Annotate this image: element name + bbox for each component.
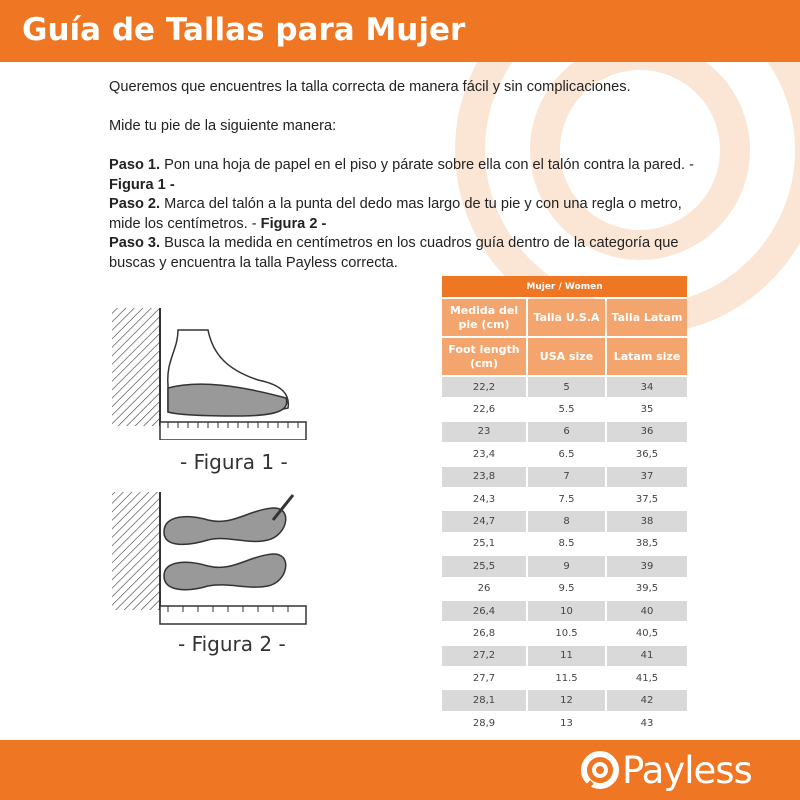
foot-length-cell: 25,5 — [442, 556, 526, 577]
usa-size-cell: 13 — [528, 712, 605, 734]
foot-length-cell: 28,1 — [442, 690, 526, 711]
footer-bar — [0, 740, 800, 800]
latam-size-cell: 36,5 — [607, 444, 687, 465]
usa-size-cell: 8 — [528, 511, 605, 532]
brand-name: Payless — [622, 748, 753, 792]
figure-2-footprint-illustration — [112, 492, 307, 625]
latam-size-cell: 36 — [607, 421, 687, 443]
table-row: 28,1 12 42 — [442, 690, 687, 711]
payless-logo: Payless — [578, 748, 753, 792]
usa-size-cell: 12 — [528, 690, 605, 711]
latam-size-cell: 34 — [607, 377, 687, 398]
foot-length-cell: 27,2 — [442, 645, 526, 667]
page-title: Guía de Tallas para Mujer — [22, 12, 466, 48]
foot-length-cell: 22,6 — [442, 399, 526, 420]
table-title: Mujer / Women — [442, 276, 687, 297]
header-latam-es: Talla Latam — [607, 299, 687, 336]
foot-length-cell: 22,2 — [442, 377, 526, 398]
foot-length-cell: 24,7 — [442, 511, 526, 532]
foot-length-cell: 26,4 — [442, 600, 526, 622]
latam-size-cell: 42 — [607, 690, 687, 711]
table-row: 23,4 6.5 36,5 — [442, 444, 687, 465]
intro-text: Queremos que encuentres la talla correct… — [109, 79, 631, 95]
payless-logo-icon — [581, 751, 619, 792]
step-2: Paso 2. Marca del talón a la punta del d… — [109, 196, 682, 232]
usa-size-cell: 6.5 — [528, 444, 605, 465]
usa-size-cell: 7 — [528, 466, 605, 487]
table-row: 23,8 7 37 — [442, 466, 687, 487]
table-row: 22,6 5.5 35 — [442, 399, 687, 420]
usa-size-cell: 11 — [528, 645, 605, 667]
latam-size-cell: 40,5 — [607, 623, 687, 644]
foot-length-cell: 26 — [442, 578, 526, 599]
table-row: 28,9 13 43 — [442, 712, 687, 734]
usa-size-cell: 9.5 — [528, 578, 605, 599]
usa-size-cell: 11.5 — [528, 668, 605, 689]
latam-size-cell: 38 — [607, 511, 687, 532]
header-usa-es: Talla U.S.A — [528, 299, 605, 336]
usa-size-cell: 5.5 — [528, 399, 605, 420]
figure-1-caption: - Figura 1 - — [180, 450, 288, 474]
foot-length-cell: 23,8 — [442, 466, 526, 487]
step-3: Paso 3. Busca la medida en centímetros e… — [109, 235, 679, 271]
figure-1-foot-illustration — [112, 308, 307, 440]
instructions: Queremos que encuentres la talla correct… — [109, 78, 709, 273]
latam-size-cell: 38,5 — [607, 533, 687, 555]
usa-size-cell: 9 — [528, 556, 605, 577]
foot-length-cell: 23 — [442, 421, 526, 443]
table-row: 24,7 8 38 — [442, 511, 687, 532]
header-foot-length-es: Medida del pie (cm) — [442, 299, 526, 336]
latam-size-cell: 40 — [607, 600, 687, 622]
figure-2-caption: - Figura 2 - — [178, 632, 286, 656]
table-row: 27,7 11.5 41,5 — [442, 668, 687, 689]
foot-length-cell: 27,7 — [442, 668, 526, 689]
table-row: 23 6 36 — [442, 421, 687, 443]
usa-size-cell: 10 — [528, 600, 605, 622]
latam-size-cell: 35 — [607, 399, 687, 420]
usa-size-cell: 8.5 — [528, 533, 605, 555]
foot-length-cell: 28,9 — [442, 712, 526, 734]
header-foot-length-en: Foot length (cm) — [442, 338, 526, 375]
foot-length-cell: 24,3 — [442, 488, 526, 510]
header-latam-en: Latam size — [607, 338, 687, 375]
step-1: Paso 1. Pon una hoja de papel en el piso… — [109, 157, 694, 193]
table-row: 26,4 10 40 — [442, 600, 687, 622]
usa-size-cell: 7.5 — [528, 488, 605, 510]
table-row: 27,2 11 41 — [442, 645, 687, 667]
latam-size-cell: 39 — [607, 556, 687, 577]
foot-length-cell: 23,4 — [442, 444, 526, 465]
latam-size-cell: 39,5 — [607, 578, 687, 599]
table-row: 26,8 10.5 40,5 — [442, 623, 687, 644]
header-usa-en: USA size — [528, 338, 605, 375]
table-row: 26 9.5 39,5 — [442, 578, 687, 599]
usa-size-cell: 10.5 — [528, 623, 605, 644]
latam-size-cell: 37,5 — [607, 488, 687, 510]
header-bar — [0, 0, 800, 62]
latam-size-cell: 41,5 — [607, 668, 687, 689]
measure-text: Mide tu pie de la siguiente manera: — [109, 118, 337, 134]
usa-size-cell: 5 — [528, 377, 605, 398]
table-row: 25,5 9 39 — [442, 556, 687, 577]
usa-size-cell: 6 — [528, 421, 605, 443]
foot-length-cell: 25,1 — [442, 533, 526, 555]
table-row: 22,2 5 34 — [442, 377, 687, 398]
latam-size-cell: 43 — [607, 712, 687, 734]
latam-size-cell: 37 — [607, 466, 687, 487]
size-chart-table: Mujer / Women Medida del pie (cm) Talla … — [440, 274, 689, 735]
latam-size-cell: 41 — [607, 645, 687, 667]
table-row: 25,1 8.5 38,5 — [442, 533, 687, 555]
foot-length-cell: 26,8 — [442, 623, 526, 644]
table-row: 24,3 7.5 37,5 — [442, 488, 687, 510]
